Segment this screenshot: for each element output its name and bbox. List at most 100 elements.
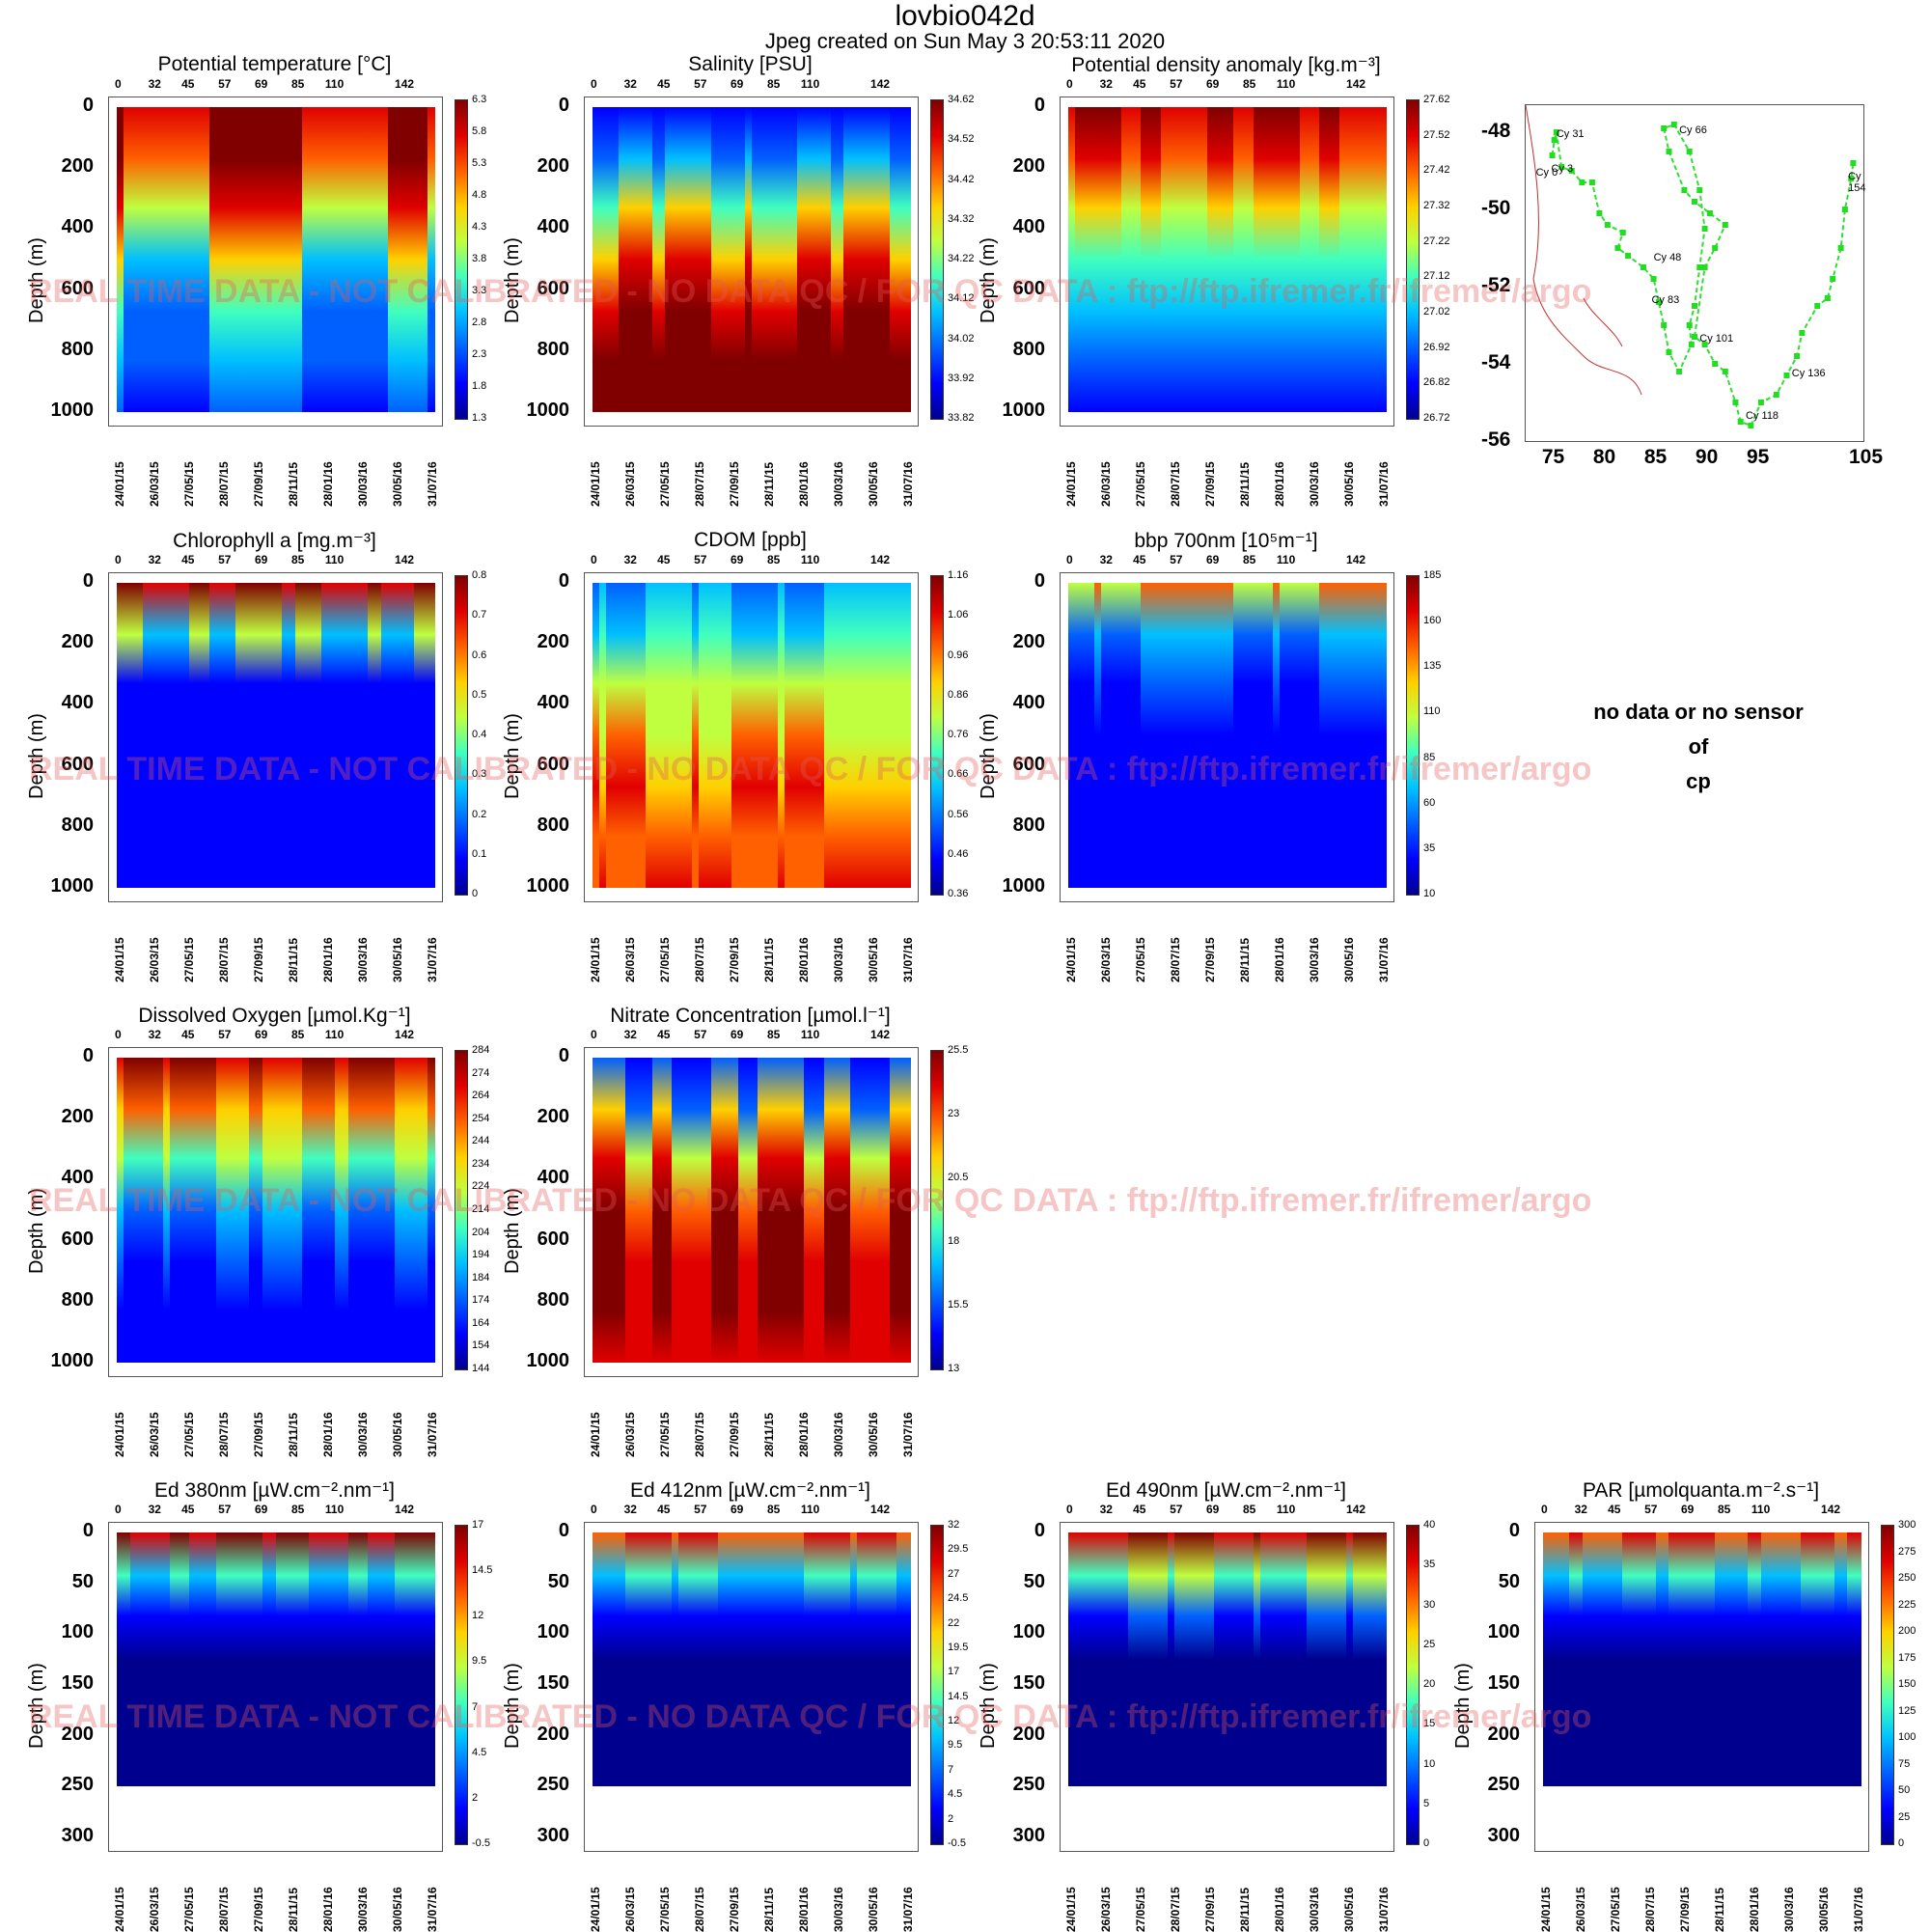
map-svg bbox=[1525, 104, 1857, 428]
heatmap-column bbox=[407, 1532, 416, 1787]
heatmap-column bbox=[1240, 107, 1248, 412]
map-y-tick-label: -54 bbox=[1481, 351, 1511, 373]
heatmap-column bbox=[771, 107, 779, 412]
heatmap-column bbox=[275, 583, 283, 888]
track-point bbox=[1814, 303, 1821, 309]
date-tick-label: 26/03/15 bbox=[148, 937, 161, 982]
depth-tick-label: 150 bbox=[537, 1672, 569, 1694]
track-point bbox=[1837, 245, 1844, 251]
colorbar-tick-label: 0.5 bbox=[472, 688, 487, 701]
cycle-tick-label: 57 bbox=[218, 1028, 232, 1041]
colorbar-tick-label: 0.2 bbox=[472, 808, 487, 820]
float-track-line bbox=[1551, 123, 1855, 428]
heatmap-column bbox=[1299, 1532, 1308, 1787]
heatmap-column bbox=[203, 583, 210, 888]
heatmap-column bbox=[850, 1532, 858, 1787]
heatmap-column bbox=[1708, 1532, 1716, 1787]
colorbar-tick-label: 300 bbox=[1898, 1519, 1916, 1531]
cycle-tick-label: 0 bbox=[591, 77, 597, 91]
colorbar-tick-label: 34.52 bbox=[948, 133, 975, 146]
heatmap-column bbox=[335, 583, 343, 888]
track-point bbox=[1588, 179, 1595, 185]
colorbar-tick-label: 6.3 bbox=[472, 94, 487, 105]
heatmap-column bbox=[1147, 583, 1155, 888]
heatmap-column bbox=[903, 107, 911, 412]
date-tick-label: 26/03/15 bbox=[623, 1887, 637, 1932]
heatmap-column bbox=[1609, 1532, 1616, 1787]
date-tick-label: 27/05/15 bbox=[1134, 937, 1147, 982]
track-point bbox=[1670, 122, 1677, 127]
heatmap-column bbox=[1727, 1532, 1736, 1787]
heatmap-column bbox=[903, 1532, 911, 1787]
heatmap-column bbox=[857, 583, 865, 888]
heatmap-column bbox=[1173, 1532, 1182, 1787]
date-tick-label: 30/03/16 bbox=[832, 1887, 845, 1932]
heatmap-column bbox=[1359, 1532, 1367, 1787]
track-point bbox=[1619, 230, 1626, 235]
heatmap-column bbox=[612, 1058, 620, 1363]
heatmap-column bbox=[1081, 107, 1089, 412]
date-tick-label: 24/01/15 bbox=[1064, 937, 1078, 982]
heatmap-column bbox=[328, 107, 336, 412]
depth-tick-label: 600 bbox=[537, 277, 569, 299]
colorbar bbox=[930, 1525, 944, 1845]
colorbar-tick-label: 27.02 bbox=[1423, 306, 1450, 317]
heatmap-column bbox=[1715, 1532, 1723, 1787]
track-point bbox=[1794, 353, 1801, 359]
heatmap-column bbox=[268, 1532, 277, 1787]
heatmap-column bbox=[651, 1058, 660, 1363]
cycle-tick-label: 110 bbox=[1276, 77, 1296, 91]
cycle-tick-label: 32 bbox=[148, 553, 161, 566]
heatmap-column bbox=[136, 1532, 145, 1787]
heatmap-column bbox=[255, 1532, 263, 1787]
heatmap-column bbox=[764, 1058, 772, 1363]
heatmap-column bbox=[136, 583, 145, 888]
date-tick-label: 28/07/15 bbox=[693, 1887, 706, 1932]
heatmap-column bbox=[593, 583, 600, 888]
date-tick-label: 27/09/15 bbox=[728, 1412, 741, 1457]
heatmap-column bbox=[235, 1058, 243, 1363]
colorbar-tick-label: 7 bbox=[948, 1763, 954, 1776]
heatmap-column bbox=[711, 1532, 719, 1787]
heatmap-column bbox=[1206, 1532, 1215, 1787]
heatmap-column bbox=[1200, 107, 1208, 412]
heatmap-column bbox=[1648, 1532, 1657, 1787]
depth-tick-label: 0 bbox=[558, 1520, 569, 1541]
heatmap-column bbox=[718, 1532, 726, 1787]
heatmap-column bbox=[1595, 1532, 1604, 1787]
heatmap-column bbox=[150, 107, 157, 412]
heatmap-column bbox=[1847, 1532, 1855, 1787]
heatmap-column bbox=[843, 1058, 851, 1363]
heatmap-column bbox=[1088, 583, 1096, 888]
heatmap-column bbox=[1259, 583, 1268, 888]
depth-tick-label: 800 bbox=[537, 1288, 569, 1311]
track-point bbox=[1579, 179, 1585, 185]
track-point bbox=[1701, 342, 1708, 347]
heatmap-column bbox=[361, 583, 370, 888]
heatmap-column bbox=[1333, 107, 1340, 412]
track-point bbox=[1824, 295, 1831, 301]
track-point bbox=[1701, 264, 1708, 270]
heatmap-column bbox=[698, 1532, 706, 1787]
heatmap-column bbox=[1339, 1532, 1347, 1787]
heatmap-column bbox=[711, 583, 719, 888]
heatmap-column bbox=[407, 583, 416, 888]
heatmap-column bbox=[890, 1058, 897, 1363]
heatmap-column bbox=[797, 1058, 805, 1363]
map-x-tick-label: 90 bbox=[1695, 446, 1719, 468]
heatmap-column bbox=[612, 583, 620, 888]
colorbar-tick-label: 40 bbox=[1423, 1519, 1436, 1531]
heatmap-column bbox=[1734, 1532, 1743, 1787]
depth-tick-label: 200 bbox=[537, 1106, 569, 1128]
heatmap-column bbox=[1088, 1532, 1096, 1787]
date-tick-label: 26/03/15 bbox=[148, 461, 161, 507]
heatmap-column bbox=[1622, 1532, 1630, 1787]
date-tick-label: 30/05/16 bbox=[391, 1887, 404, 1932]
heatmap-column bbox=[123, 107, 131, 412]
heatmap-column bbox=[388, 1532, 396, 1787]
date-tick-label: 28/07/15 bbox=[1169, 937, 1182, 982]
heatmap-column bbox=[1247, 583, 1254, 888]
heatmap-column bbox=[698, 583, 706, 888]
heatmap-column bbox=[619, 1058, 626, 1363]
heatmap-column bbox=[1280, 583, 1287, 888]
